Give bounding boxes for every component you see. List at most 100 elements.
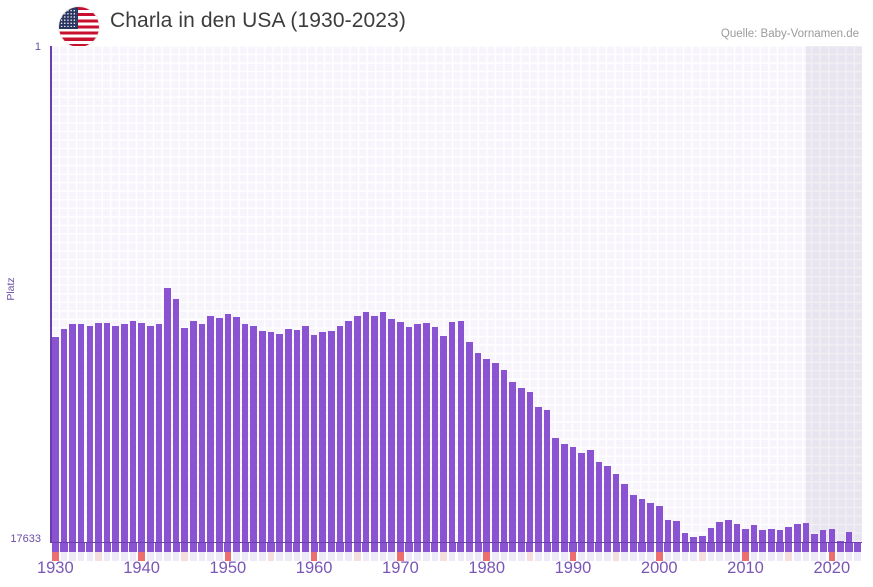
bar[interactable] [259, 331, 266, 542]
bar[interactable] [224, 314, 232, 542]
x-axis-band-separator [257, 543, 259, 552]
bar[interactable] [293, 330, 301, 542]
bar[interactable] [517, 388, 525, 542]
bar[interactable] [785, 527, 792, 542]
bar[interactable] [241, 324, 249, 542]
bar[interactable] [129, 321, 137, 542]
bar[interactable] [535, 407, 542, 542]
bar[interactable] [500, 370, 508, 542]
bar[interactable] [724, 520, 732, 542]
bar[interactable] [802, 523, 810, 542]
bar[interactable] [155, 324, 163, 542]
x-axis-label: 2000 [640, 559, 678, 577]
bar[interactable] [267, 332, 275, 542]
bar[interactable] [86, 326, 94, 542]
bar[interactable] [60, 329, 68, 542]
bar[interactable] [638, 499, 646, 542]
bar[interactable] [578, 453, 585, 542]
bar[interactable] [604, 466, 611, 542]
bar[interactable] [561, 444, 568, 542]
x-axis-band-separator [334, 543, 337, 552]
bar[interactable] [276, 334, 283, 542]
bar[interactable] [440, 336, 447, 542]
bar[interactable] [819, 530, 827, 542]
x-axis-band-separator [93, 543, 95, 552]
bar[interactable] [716, 522, 723, 542]
bar[interactable] [768, 529, 775, 542]
bar[interactable] [837, 541, 844, 542]
bar[interactable] [431, 327, 439, 542]
bar[interactable] [423, 323, 430, 542]
bar[interactable] [379, 312, 387, 542]
bar[interactable] [112, 326, 119, 542]
bar[interactable] [707, 528, 715, 542]
bar[interactable] [190, 321, 197, 542]
bar[interactable] [793, 524, 801, 542]
bar[interactable] [302, 326, 309, 542]
bar[interactable] [328, 331, 335, 542]
bar[interactable] [121, 324, 128, 542]
bar[interactable] [405, 327, 413, 542]
bar[interactable] [552, 438, 559, 542]
bar[interactable] [414, 324, 421, 542]
x-axis-band-separator [50, 543, 52, 552]
bar[interactable] [586, 450, 594, 542]
bar[interactable] [759, 530, 767, 542]
bar[interactable] [310, 335, 318, 542]
bar[interactable] [172, 299, 180, 542]
bar[interactable] [336, 326, 344, 542]
bar[interactable] [388, 319, 396, 542]
bar[interactable] [595, 462, 603, 542]
bar[interactable] [742, 529, 749, 542]
bar[interactable] [448, 322, 456, 542]
bar[interactable] [845, 532, 853, 542]
bar[interactable] [198, 324, 206, 542]
bar[interactable] [681, 533, 689, 542]
bar[interactable] [699, 536, 706, 542]
bar[interactable] [164, 288, 171, 542]
bar[interactable] [664, 520, 672, 542]
bar[interactable] [52, 337, 59, 542]
bar[interactable] [146, 326, 154, 542]
bar[interactable] [655, 506, 663, 542]
bar[interactable] [457, 321, 465, 542]
bar[interactable] [733, 524, 741, 542]
bar[interactable] [509, 382, 516, 542]
bar[interactable] [630, 495, 637, 542]
bar[interactable] [397, 322, 404, 542]
bar[interactable] [474, 353, 482, 542]
bar[interactable] [95, 323, 102, 542]
bar[interactable] [750, 525, 758, 542]
bar[interactable] [569, 447, 577, 542]
bar[interactable] [69, 324, 76, 542]
bar[interactable] [466, 342, 473, 542]
bar[interactable] [621, 484, 629, 542]
bar[interactable] [612, 474, 620, 542]
x-axis-tick-minor [638, 552, 646, 561]
bar[interactable] [250, 326, 258, 542]
bar[interactable] [233, 317, 240, 542]
bar[interactable] [828, 529, 836, 542]
bar[interactable] [776, 530, 784, 542]
bar[interactable] [284, 329, 292, 542]
bar[interactable] [207, 316, 214, 542]
bar[interactable] [362, 312, 370, 542]
bar[interactable] [345, 321, 352, 542]
bar[interactable] [138, 323, 145, 542]
bar[interactable] [543, 410, 551, 542]
bar[interactable] [811, 534, 818, 542]
bar[interactable] [181, 328, 189, 542]
bar[interactable] [690, 537, 698, 542]
bar[interactable] [673, 521, 680, 542]
bar[interactable] [483, 359, 490, 542]
bar[interactable] [492, 363, 499, 542]
bar[interactable] [319, 332, 327, 542]
bar[interactable] [77, 324, 85, 542]
bar[interactable] [526, 392, 534, 542]
bar[interactable] [647, 503, 654, 542]
bar[interactable] [353, 316, 361, 542]
bar[interactable] [215, 318, 223, 542]
bar[interactable] [103, 323, 111, 542]
x-axis-tick-minor [259, 552, 266, 561]
bar[interactable] [371, 316, 378, 542]
